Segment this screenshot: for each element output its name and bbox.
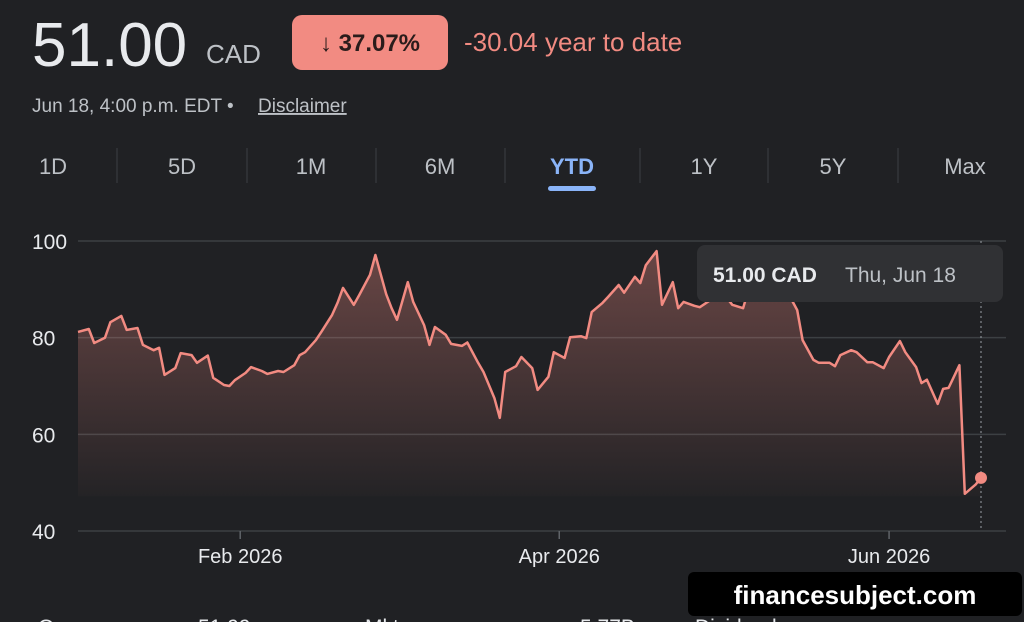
- stat-label: Mkt cap: [365, 616, 439, 622]
- tooltip-box: [697, 245, 1003, 302]
- stat-value: 5.77B: [580, 616, 635, 622]
- change-pct: ↓ 37.07%: [320, 30, 420, 57]
- change-ytd: -30.04 year to date: [464, 27, 682, 57]
- price: 51.00: [32, 11, 187, 80]
- current-point: [975, 471, 987, 484]
- area: [78, 251, 981, 497]
- x-tick-label: Apr 2026: [519, 546, 600, 568]
- watermark: financesubject.com: [734, 580, 977, 610]
- stat-value: 51.99: [198, 616, 251, 622]
- price-line: [77, 249, 982, 496]
- change-badge: [292, 15, 448, 70]
- y-tick-label: 80: [32, 328, 55, 351]
- tab[interactable]: 1D: [39, 154, 67, 179]
- currency: CAD: [206, 39, 261, 69]
- disclaimer-link[interactable]: Disclaimer: [258, 96, 347, 117]
- x-tick-label: Jun 2026: [848, 546, 930, 568]
- watermark-box: [688, 572, 1022, 616]
- tooltip-value: 51.00 CAD: [713, 264, 817, 287]
- tab[interactable]: YTD: [550, 154, 594, 179]
- tab[interactable]: 5Y: [820, 154, 847, 179]
- x-tick-label: Feb 2026: [198, 546, 283, 568]
- y-tick-label: 100: [32, 231, 67, 254]
- tab[interactable]: 5D: [168, 154, 196, 179]
- tooltip-date: Thu, Jun 18: [845, 264, 956, 287]
- tab[interactable]: 1M: [296, 154, 327, 179]
- timestamp: Jun 18, 4:00 p.m. EDT •: [32, 96, 234, 117]
- stat-label: Dividend: [695, 616, 777, 622]
- stat-label: Open: [38, 616, 89, 622]
- tab[interactable]: Max: [944, 154, 986, 179]
- tab[interactable]: 1Y: [691, 154, 718, 179]
- tab[interactable]: 6M: [425, 154, 456, 179]
- y-tick-label: 40: [32, 521, 55, 544]
- y-tick-label: 60: [32, 424, 55, 447]
- tab-underline: [548, 186, 596, 191]
